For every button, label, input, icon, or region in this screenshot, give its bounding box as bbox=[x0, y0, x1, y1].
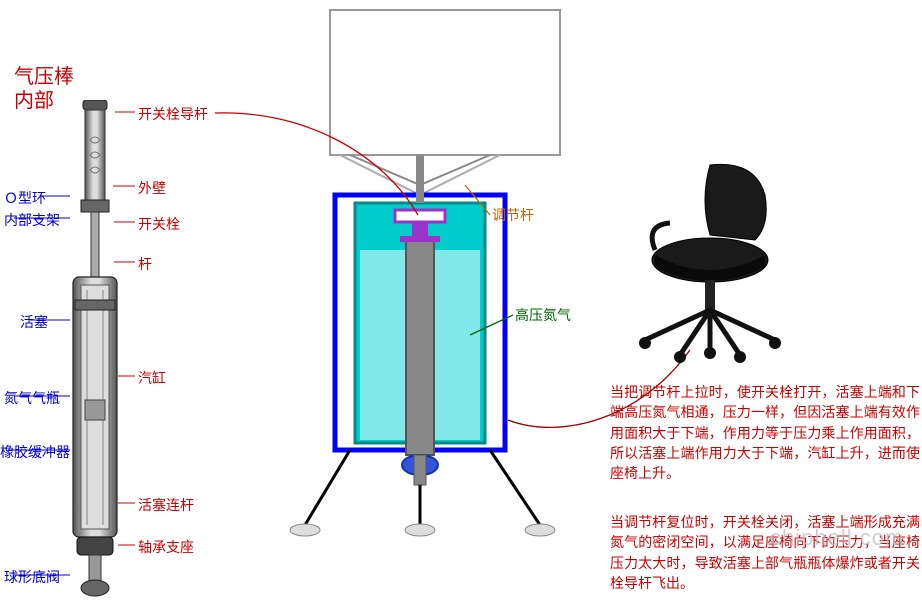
watermark: chiphell.com bbox=[770, 525, 904, 551]
explanation-paragraph-1: 当把调节杆上拉时，使开关栓打开，活塞上端和下端高压氮气相通，压力一样，但因活塞上… bbox=[610, 382, 920, 483]
label-adjust-lever: 调节杆 bbox=[492, 205, 534, 225]
office-chair bbox=[615, 155, 815, 365]
label-high-nitrogen: 高压氮气 bbox=[515, 305, 571, 325]
